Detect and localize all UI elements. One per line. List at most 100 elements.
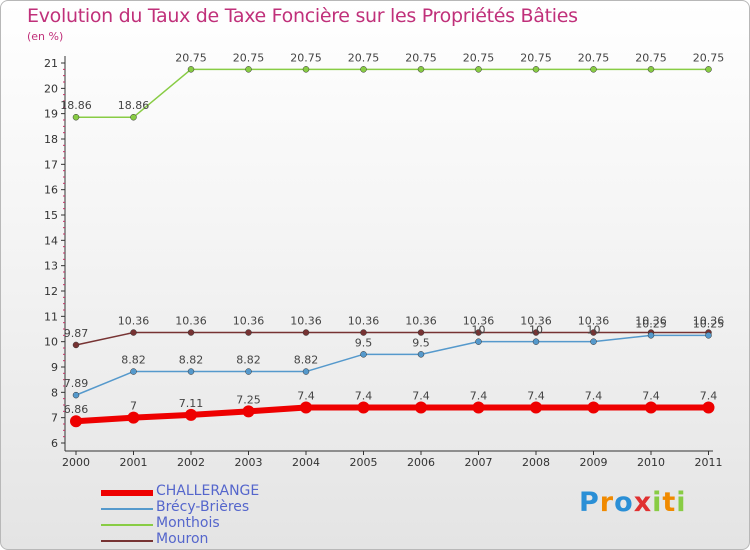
chart-title: Evolution du Taux de Taxe Foncière sur l… (27, 5, 578, 27)
y-tick-label: 17 (44, 158, 58, 171)
series-line-monthois (76, 68, 709, 118)
y-tick-label: 12 (44, 285, 58, 298)
data-label-br-cy-bri-res: 8.82 (121, 354, 146, 367)
data-point-mouron (245, 329, 252, 336)
y-tick-label: 16 (44, 184, 58, 197)
data-label-challerange: 7.4 (642, 390, 660, 403)
legend-label: Mouron (156, 531, 209, 547)
x-tick-label: 2003 (235, 456, 263, 469)
logo-letter: P (579, 487, 600, 518)
data-point-monthois (72, 113, 80, 121)
data-label-mouron: 10.36 (175, 315, 207, 328)
data-label-br-cy-bri-res: 10 (529, 324, 543, 337)
legend-label: CHALLERANGE (156, 483, 260, 499)
y-tick-label: 9 (51, 361, 58, 374)
data-point-br-cy-bri-res (647, 332, 655, 339)
data-point-mouron (360, 329, 367, 336)
data-point-monthois (302, 66, 310, 73)
logo-letter: i (652, 487, 663, 518)
data-point-monthois (705, 66, 712, 73)
legend-label: Brécy-Brières (156, 499, 250, 515)
data-point-monthois (360, 66, 367, 73)
data-label-br-cy-bri-res: 10 (472, 324, 486, 337)
data-label-challerange: 7.4 (527, 390, 545, 403)
logo-letter: o (614, 487, 634, 518)
data-point-br-cy-bri-res (532, 338, 540, 345)
data-point-challerange (530, 401, 542, 414)
data-label-mouron: 10.36 (463, 315, 495, 328)
data-point-br-cy-bri-res (130, 368, 137, 375)
data-label-br-cy-bri-res: 8.82 (179, 354, 204, 367)
data-point-br-cy-bri-res (72, 391, 80, 399)
x-tick-label: 2006 (407, 456, 435, 469)
data-point-mouron (590, 329, 597, 336)
y-tick-label: 13 (44, 260, 58, 273)
x-tick-label: 2000 (62, 456, 90, 469)
logo-letter: t (662, 487, 677, 518)
data-point-mouron (130, 329, 137, 336)
x-tick-label: 2008 (522, 456, 550, 469)
data-label-challerange: 7.4 (297, 390, 315, 403)
data-point-br-cy-bri-res (360, 351, 367, 358)
data-label-br-cy-bri-res: 8.82 (236, 354, 261, 367)
y-tick-label: 6 (51, 437, 58, 450)
data-label-challerange: 7.4 (412, 390, 430, 403)
data-label-monthois: 20.75 (578, 51, 610, 64)
data-label-mouron: 10.36 (290, 315, 322, 328)
data-label-monthois: 18.86 (60, 99, 92, 112)
data-label-mouron: 10.36 (520, 315, 552, 328)
logo-letter: r (599, 487, 615, 518)
data-label-br-cy-bri-res: 10 (587, 324, 601, 337)
y-tick-label: 19 (44, 108, 58, 121)
logo-letter: x (633, 487, 653, 518)
x-tick-label: 2004 (292, 456, 320, 469)
data-point-challerange (242, 405, 255, 418)
x-tick-label: 2007 (465, 456, 493, 469)
legend-swatch (101, 524, 153, 526)
data-label-mouron: 10.36 (635, 315, 667, 328)
data-point-mouron (72, 341, 80, 349)
data-point-mouron (475, 329, 482, 336)
legend-label: Monthois (156, 515, 220, 531)
data-point-challerange (300, 401, 312, 414)
data-point-mouron (187, 329, 195, 336)
legend-swatch (101, 540, 153, 542)
data-point-mouron (532, 329, 540, 336)
data-point-br-cy-bri-res (417, 351, 425, 358)
data-label-challerange: 7.4 (585, 390, 603, 403)
y-tick-label: 8 (51, 386, 58, 399)
y-tick-label: 7 (51, 412, 58, 425)
data-point-br-cy-bri-res (590, 338, 597, 345)
data-label-br-cy-bri-res: 9.5 (355, 336, 373, 349)
data-point-br-cy-bri-res (475, 338, 482, 345)
data-label-challerange: 7.4 (355, 390, 373, 403)
series-line-challerange (75, 404, 709, 425)
data-label-monthois: 20.75 (693, 51, 725, 64)
data-point-monthois (130, 113, 137, 121)
data-label-monthois: 20.75 (290, 51, 322, 64)
data-point-monthois (475, 66, 482, 73)
x-tick-label: 2001 (120, 456, 148, 469)
data-label-monthois: 20.75 (233, 51, 265, 64)
series-line-br-cy-bri-res (75, 334, 709, 396)
y-tick-label: 18 (44, 133, 58, 146)
series-line-mouron (75, 331, 709, 346)
logo-letter: i (676, 487, 687, 518)
data-point-monthois (187, 66, 195, 73)
data-label-monthois: 20.75 (463, 51, 495, 64)
data-label-br-cy-bri-res: 10.25 (693, 317, 725, 330)
y-tick-label: 14 (44, 234, 58, 247)
data-label-challerange: 7.11 (179, 397, 204, 410)
data-label-challerange: 7.4 (700, 390, 718, 403)
x-tick-label: 2010 (637, 456, 665, 469)
data-label-br-cy-bri-res: 10.25 (635, 317, 667, 330)
legend-swatch (101, 490, 153, 496)
data-label-br-cy-bri-res: 7.89 (64, 377, 89, 390)
data-point-br-cy-bri-res (705, 332, 712, 339)
y-tick-label: 20 (44, 82, 58, 95)
data-label-br-cy-bri-res: 8.82 (294, 354, 319, 367)
y-tick-label: 10 (44, 336, 58, 349)
data-point-mouron (302, 329, 310, 336)
